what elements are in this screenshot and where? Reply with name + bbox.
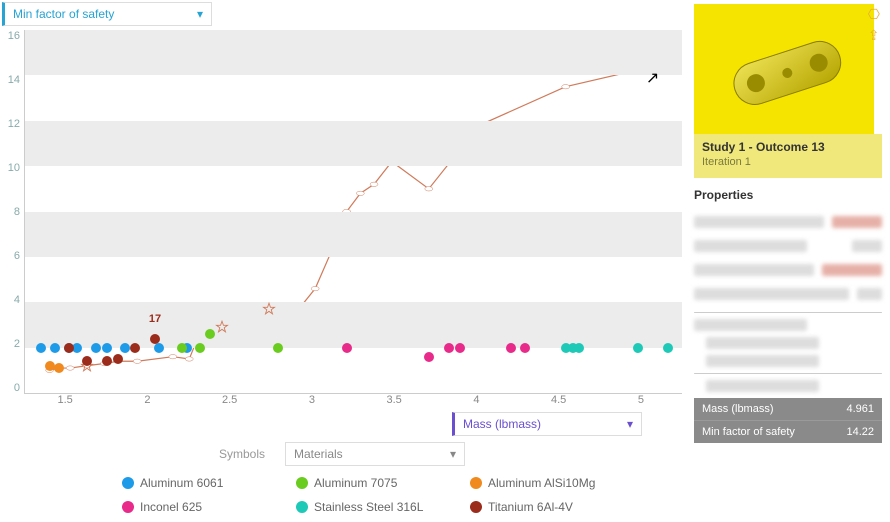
legend-label: Aluminum AlSi10Mg: [488, 476, 595, 490]
scatter-point[interactable]: [36, 343, 46, 353]
outcome-subtitle: Iteration 1: [702, 156, 874, 168]
yaxis-dropdown[interactable]: Min factor of safety ▾: [2, 2, 212, 26]
legend-item[interactable]: Stainless Steel 316L: [296, 500, 446, 514]
scatter-point[interactable]: [424, 352, 434, 362]
scatter-point[interactable]: [130, 343, 140, 353]
y-axis-labels: 1614121086420: [2, 30, 24, 394]
xaxis-dropdown-label: Mass (lbmass): [463, 417, 541, 431]
legend-swatch: [296, 501, 308, 513]
scatter-point[interactable]: [205, 329, 215, 339]
legend-label: Aluminum 7075: [314, 476, 397, 490]
properties-table: Mass (lbmass)4.961Min factor of safety14…: [694, 398, 882, 443]
legend-item[interactable]: Aluminum AlSi10Mg: [470, 476, 620, 490]
scatter-point[interactable]: [195, 343, 205, 353]
legend-item[interactable]: Aluminum 6061: [122, 476, 272, 490]
chevron-down-icon: ▾: [197, 7, 203, 21]
xaxis-dropdown[interactable]: Mass (lbmass) ▾: [452, 412, 642, 436]
chart-area[interactable]: 1614121086420 Click drag to zoom 17↖: [2, 30, 682, 394]
legend-label: Inconel 625: [140, 500, 202, 514]
scatter-point[interactable]: [102, 356, 112, 366]
legend-label: Aluminum 6061: [140, 476, 223, 490]
properties-heading: Properties: [694, 188, 882, 202]
scatter-point[interactable]: [64, 343, 74, 353]
legend-swatch: [122, 477, 134, 489]
scatter-point[interactable]: [113, 354, 123, 364]
property-row: Min factor of safety14.22: [694, 421, 882, 443]
scatter-point[interactable]: [102, 343, 112, 353]
legend-swatch: [122, 501, 134, 513]
scatter-point[interactable]: [633, 343, 643, 353]
properties-blurred: [694, 210, 882, 392]
property-row: Mass (lbmass)4.961: [694, 398, 882, 421]
legend: Aluminum 6061 Aluminum 7075 Aluminum AlSi1…: [122, 476, 642, 514]
yaxis-dropdown-label: Min factor of safety: [13, 7, 114, 21]
scatter-point[interactable]: [91, 343, 101, 353]
legend-item[interactable]: Inconel 625: [122, 500, 272, 514]
legend-label: Titanium 6Al-4V: [488, 500, 573, 514]
scatter-point[interactable]: [663, 343, 673, 353]
legend-item[interactable]: Aluminum 7075: [296, 476, 446, 490]
scatter-point[interactable]: [120, 343, 130, 353]
symbols-dropdown[interactable]: Materials ▾: [285, 442, 465, 466]
outcome-title: Study 1 - Outcome 13: [702, 140, 874, 154]
scatter-point[interactable]: [45, 361, 55, 371]
scatter-point[interactable]: [82, 356, 92, 366]
scatter-point[interactable]: [154, 343, 164, 353]
scatter-point[interactable]: [520, 343, 530, 353]
legend-label: Stainless Steel 316L: [314, 500, 423, 514]
scatter-point[interactable]: [177, 343, 187, 353]
main-panel: Min factor of safety ▾ 1614121086420 Cli…: [0, 0, 690, 522]
scatter-point[interactable]: [54, 363, 64, 373]
chevron-down-icon: ▾: [450, 447, 456, 461]
part-preview: [712, 22, 862, 122]
legend-swatch: [470, 501, 482, 513]
side-panel: ⎔ ⇪ Study 1 - Outcome 13 Iteration: [690, 0, 890, 522]
legend-swatch: [296, 477, 308, 489]
scatter-point[interactable]: [574, 343, 584, 353]
scatter-point[interactable]: [455, 343, 465, 353]
x-axis-labels: 1.522.533.544.55: [24, 394, 682, 406]
chevron-down-icon: ▾: [627, 417, 633, 431]
tag-icon[interactable]: ⎔: [868, 6, 880, 23]
scatter-point[interactable]: [150, 334, 160, 344]
outcome-thumbnail[interactable]: ⎔ ⇪: [694, 4, 874, 134]
scatter-point[interactable]: [444, 343, 454, 353]
symbols-label: Symbols: [219, 447, 265, 461]
export-icon[interactable]: ⇪: [868, 27, 880, 44]
scatter-plot[interactable]: Click drag to zoom 17↖: [24, 30, 682, 394]
scatter-point[interactable]: [342, 343, 352, 353]
scatter-point[interactable]: [50, 343, 60, 353]
outcome-caption: Study 1 - Outcome 13 Iteration 1: [694, 134, 882, 178]
scatter-point[interactable]: [506, 343, 516, 353]
scatter-point[interactable]: [273, 343, 283, 353]
legend-swatch: [470, 477, 482, 489]
legend-item[interactable]: Titanium 6Al-4V: [470, 500, 620, 514]
symbols-dropdown-label: Materials: [294, 447, 343, 461]
